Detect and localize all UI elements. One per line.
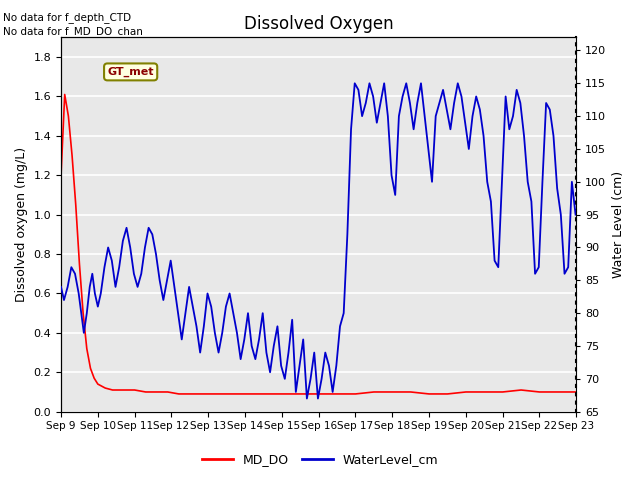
Legend: MD_DO, WaterLevel_cm: MD_DO, WaterLevel_cm bbox=[196, 448, 444, 471]
Y-axis label: Dissolved oxygen (mg/L): Dissolved oxygen (mg/L) bbox=[15, 147, 28, 302]
Title: Dissolved Oxygen: Dissolved Oxygen bbox=[244, 15, 394, 33]
Y-axis label: Water Level (cm): Water Level (cm) bbox=[612, 171, 625, 278]
Text: No data for f_MD_DO_chan: No data for f_MD_DO_chan bbox=[3, 26, 143, 37]
Text: No data for f_depth_CTD: No data for f_depth_CTD bbox=[3, 12, 131, 23]
Text: GT_met: GT_met bbox=[108, 67, 154, 77]
